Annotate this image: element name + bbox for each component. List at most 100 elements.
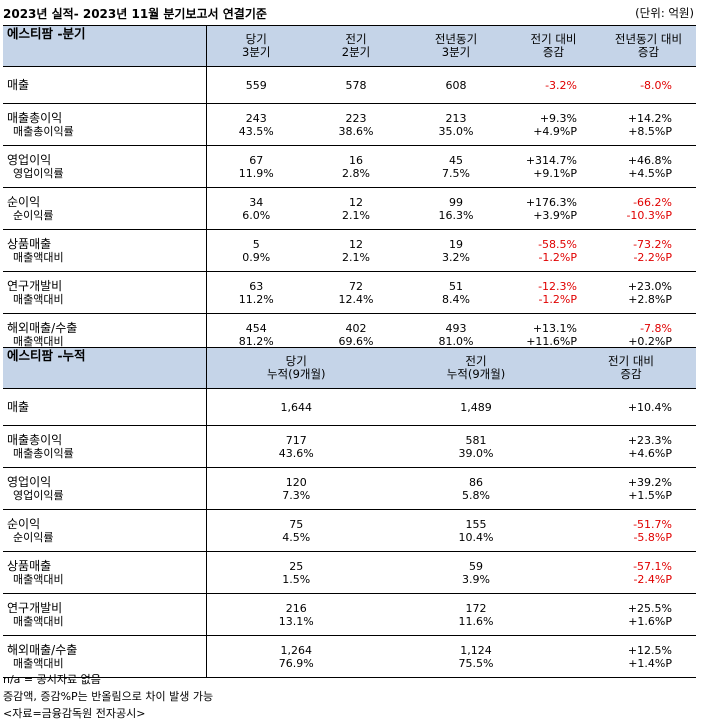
change-value: -7.8% (640, 321, 672, 335)
change-value: +8.5%P (628, 124, 672, 138)
table-row: 매출총이익 매출총이익률 243 43.5% 223 38.6% 213 35.0% +9.3%… (3, 103, 696, 146)
change-value: -1.2%P (538, 292, 577, 306)
cell-value: 11.9% (238, 166, 274, 180)
title-row: 2023년 실적- 2023년 11월 분기보고서 연결기준 (단위: 억원) (3, 5, 700, 23)
cell-value: 13.1% (278, 614, 314, 628)
table-row: 매출총이익 매출총이익률 717 43.6% 581 39.0% +23.3% +4.6%P (3, 425, 696, 468)
row-label: 매출 (3, 388, 207, 426)
value-cell: 12 2.1% (306, 229, 406, 272)
column-header: 전기 대비 증감 (566, 347, 696, 389)
cell-value: 69.6% (338, 334, 374, 348)
row-label: 순이익 순이익률 (3, 187, 207, 230)
row-label-sub: 매출액대비 (13, 614, 64, 628)
value-cell: 75 4.5% (206, 509, 386, 552)
value-cell: 86 5.8% (386, 467, 566, 510)
cell-value: 581 (465, 433, 487, 447)
value-cell: 72 12.4% (306, 271, 406, 314)
cell-value: 216 (285, 601, 307, 615)
column-header-line: 증감 (637, 45, 660, 59)
change-cell: +12.5% +1.4%P (566, 635, 696, 678)
change-value: +1.4%P (628, 656, 672, 670)
change-value: +46.8% (627, 153, 672, 167)
cell-value: 12.4% (338, 292, 374, 306)
row-label: 영업이익 영업이익률 (3, 145, 207, 188)
cell-value: 34 (249, 195, 264, 209)
value-cell: 578 (306, 66, 406, 104)
value-cell: 19 3.2% (406, 229, 506, 272)
value-cell: 1,489 (386, 388, 566, 426)
cell-value: 1,124 (460, 643, 492, 657)
value-cell: 1,124 75.5% (386, 635, 566, 678)
row-label-main: 영업이익 (7, 474, 52, 489)
value-cell: 172 11.6% (386, 593, 566, 636)
column-header-line: 증감 (542, 45, 565, 59)
cell-value: 86 (469, 475, 483, 489)
column-header-line: 전년동기 대비 (614, 32, 683, 46)
value-cell: 559 (206, 66, 306, 104)
row-label-main: 매출 (7, 399, 30, 414)
row-label: 매출총이익 매출총이익률 (3, 425, 207, 468)
change-value: +10.4% (627, 400, 672, 414)
change-value: +176.3% (525, 195, 577, 209)
table-header-row: 에스티팜 -분기 당기 3분기 전기 2분기 전년동기 3분기 전기 대비 증감 전년동기 대비 증… (3, 25, 696, 67)
change-cell: +9.3% +4.9%P (506, 103, 601, 146)
cell-value: 59 (469, 559, 483, 573)
table-row: 연구개발비 매출액대비 63 11.2% 72 12.4% 51 8.4% -12.3% -1.2… (3, 271, 696, 314)
change-value: +25.5% (627, 601, 672, 615)
change-cell: +23.0% +2.8%P (601, 271, 696, 314)
row-label: 순이익 순이익률 (3, 509, 207, 552)
table-header-title: 에스티팜 -분기 (3, 25, 207, 67)
change-value: -51.7% (633, 517, 672, 531)
row-label-sub: 매출총이익률 (13, 124, 74, 138)
table-row: 매출 1,644 1,489 +10.4% (3, 388, 696, 426)
change-value: -1.2%P (538, 250, 577, 264)
change-value: +4.6%P (628, 446, 672, 460)
cell-value: 5 (252, 237, 260, 251)
cumulative-table: 에스티팜 -누적 당기 누적(9개월) 전기 누적(9개월) 전기 대비 증감 매출 1,644… (3, 347, 696, 678)
cell-value: 67 (249, 153, 264, 167)
cell-value: 10.4% (458, 530, 494, 544)
change-cell: -51.7% -5.8%P (566, 509, 696, 552)
row-label-main: 매출총이익 (7, 432, 63, 447)
row-label-main: 연구개발비 (7, 600, 63, 615)
value-cell: 5 0.9% (206, 229, 306, 272)
change-value: +0.2%P (628, 334, 672, 348)
cell-value: 578 (345, 78, 367, 92)
change-value: -58.5% (538, 237, 577, 251)
cell-value: 3.9% (462, 572, 490, 586)
value-cell: 25 1.5% (206, 551, 386, 594)
change-value: +4.9%P (533, 124, 577, 138)
change-value: +9.3% (539, 111, 577, 125)
column-header-line: 3분기 (441, 45, 471, 59)
unit-label: (단위: 억원) (635, 6, 694, 20)
value-cell: 16 2.8% (306, 145, 406, 188)
value-cell: 155 10.4% (386, 509, 566, 552)
page-title: 2023년 실적- 2023년 11월 분기보고서 연결기준 (3, 7, 267, 21)
change-cell: -8.0% (601, 66, 696, 104)
row-label: 연구개발비 매출액대비 (3, 593, 207, 636)
value-cell: 213 35.0% (406, 103, 506, 146)
row-label-main: 해외매출/수출 (7, 320, 78, 335)
change-value: -73.2% (633, 237, 672, 251)
change-value: -2.2%P (633, 250, 672, 264)
cell-value: 72 (349, 279, 363, 293)
value-cell: 717 43.6% (206, 425, 386, 468)
change-value: +23.3% (627, 433, 672, 447)
change-value: +4.5%P (628, 166, 672, 180)
table-row: 순이익 순이익률 34 6.0% 12 2.1% 99 16.3% +176.3% +3.9%P -… (3, 187, 696, 230)
cell-value: 16 (349, 153, 363, 167)
change-cell: -57.1% -2.4%P (566, 551, 696, 594)
change-value: -57.1% (633, 559, 672, 573)
change-cell: -66.2% -10.3%P (601, 187, 696, 230)
cell-value: 16.3% (438, 208, 474, 222)
cell-value: 213 (445, 111, 467, 125)
cell-value: 19 (449, 237, 463, 251)
cell-value: 7.5% (442, 166, 470, 180)
change-value: +3.9%P (533, 208, 577, 222)
cell-value: 223 (345, 111, 367, 125)
change-cell: -73.2% -2.2%P (601, 229, 696, 272)
row-label: 매출총이익 매출총이익률 (3, 103, 207, 146)
row-label-main: 순이익 (7, 194, 41, 209)
table-row: 매출 559 578 608 -3.2% -8.0% (3, 66, 696, 104)
cell-value: 155 (465, 517, 487, 531)
